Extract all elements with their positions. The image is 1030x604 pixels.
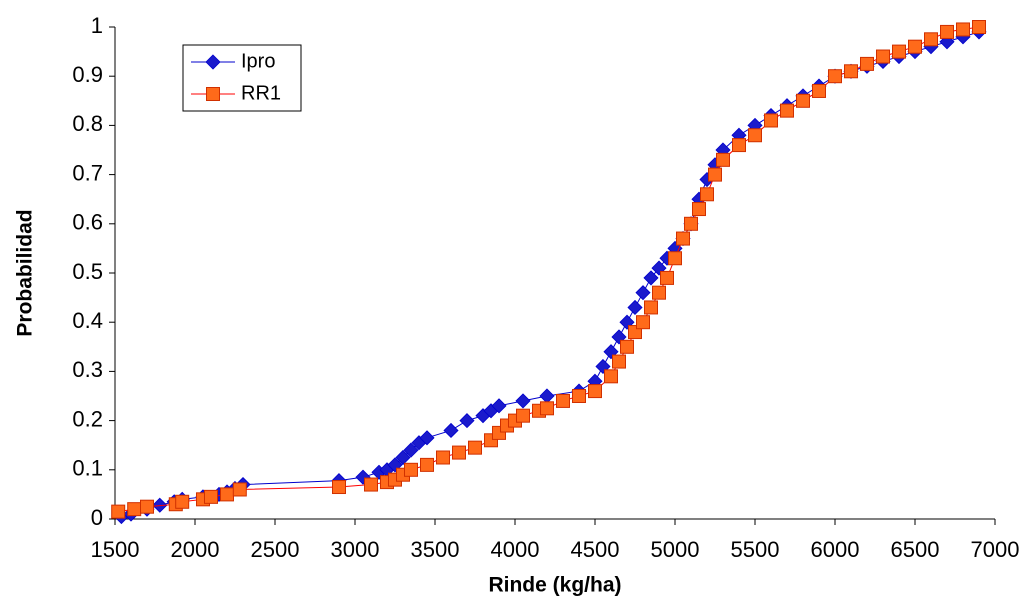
x-tick-label: 2000 — [171, 537, 220, 562]
data-point — [436, 450, 450, 465]
x-tick-label: 4000 — [491, 537, 540, 562]
y-tick-label: 0.9 — [72, 62, 103, 87]
x-tick-label: 6500 — [891, 537, 940, 562]
data-point — [403, 442, 419, 458]
data-point — [644, 300, 658, 315]
y-tick-label: 0.5 — [72, 259, 103, 284]
data-point — [780, 103, 794, 118]
data-point — [635, 285, 651, 301]
data-point — [620, 339, 634, 354]
legend-box — [182, 44, 302, 112]
data-point — [812, 83, 826, 98]
data-point — [844, 64, 858, 79]
data-point — [764, 113, 778, 128]
y-tick-label: 0.7 — [72, 160, 103, 185]
x-tick-label: 4500 — [571, 537, 620, 562]
data-point — [652, 285, 666, 300]
x-tick-label: 2500 — [251, 537, 300, 562]
data-point — [111, 504, 126, 519]
legend-marker — [205, 54, 221, 70]
data-point — [860, 56, 874, 71]
x-axis-title: Rinde (kg/ha) — [488, 574, 621, 597]
data-point — [419, 430, 435, 446]
data-point — [515, 393, 531, 409]
data-point — [332, 480, 346, 495]
y-tick-label: 0.6 — [72, 210, 103, 235]
data-point — [708, 167, 722, 182]
data-point — [924, 32, 938, 47]
data-point — [972, 20, 986, 34]
y-tick-label: 0.8 — [72, 111, 103, 136]
y-axis-title: Probabilidad — [14, 209, 37, 336]
y-tick-label: 0.2 — [72, 406, 103, 431]
data-point — [468, 440, 482, 455]
data-point — [716, 152, 730, 167]
data-point — [956, 22, 970, 37]
data-point — [643, 270, 659, 286]
x-tick-label: 6000 — [811, 537, 860, 562]
data-point — [892, 44, 906, 59]
x-tick-label: 1500 — [91, 537, 140, 562]
data-point — [692, 202, 706, 217]
legend-marker — [206, 87, 220, 101]
data-point — [748, 128, 762, 143]
data-point — [684, 216, 698, 231]
data-point — [420, 457, 434, 472]
data-point — [876, 49, 890, 64]
data-point — [395, 449, 411, 466]
x-tick-label: 5500 — [731, 537, 780, 562]
data-point — [668, 251, 682, 266]
legend-label: RR1 — [241, 82, 281, 104]
data-point — [556, 393, 570, 408]
data-point — [516, 408, 530, 423]
data-point — [443, 422, 459, 439]
data-point — [572, 389, 586, 403]
data-point — [940, 24, 954, 39]
data-point — [232, 482, 247, 497]
data-point — [364, 477, 378, 492]
x-tick-label: 5000 — [651, 537, 700, 562]
y-tick-label: 1 — [91, 13, 103, 38]
x-tick-label: 3500 — [411, 537, 460, 562]
y-tick-label: 0.1 — [72, 456, 103, 481]
data-point — [627, 299, 643, 316]
data-point — [491, 398, 507, 414]
legend-label: Ipro — [241, 50, 275, 72]
x-tick-label: 7000 — [971, 537, 1020, 562]
data-point — [604, 369, 618, 384]
data-point — [676, 231, 690, 246]
data-point — [452, 445, 466, 460]
data-point — [828, 69, 842, 84]
data-point — [732, 138, 746, 153]
data-point — [636, 315, 650, 330]
data-point — [908, 39, 922, 54]
data-point — [220, 487, 234, 502]
y-tick-label: 0.4 — [72, 308, 103, 333]
data-point — [459, 413, 475, 429]
data-point — [700, 187, 714, 202]
y-tick-label: 0.3 — [72, 357, 103, 382]
data-point — [540, 401, 554, 416]
data-point — [612, 354, 626, 369]
data-point — [404, 462, 418, 477]
data-point — [660, 270, 674, 285]
x-tick-label: 3000 — [331, 537, 380, 562]
data-point — [140, 499, 154, 514]
y-tick-label: 0 — [91, 505, 103, 530]
data-point — [796, 93, 810, 108]
data-point — [204, 489, 218, 504]
data-point — [588, 384, 602, 399]
data-point — [539, 388, 555, 404]
data-point — [175, 494, 190, 509]
data-point — [127, 502, 142, 517]
